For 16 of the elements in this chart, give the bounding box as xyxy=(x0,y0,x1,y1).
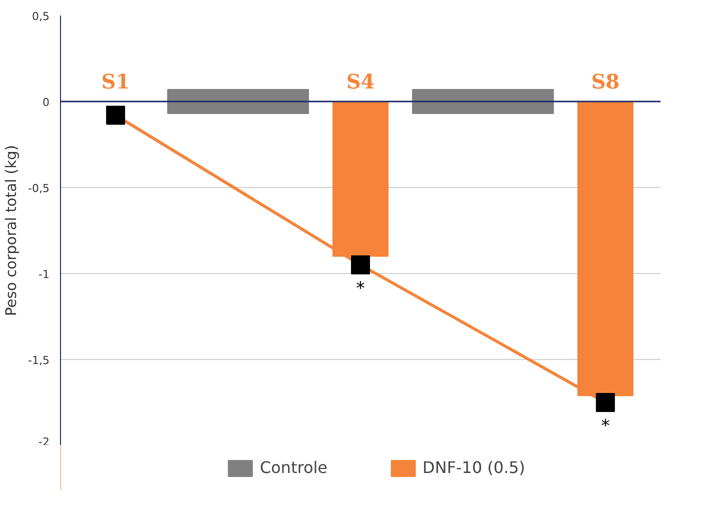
point xyxy=(106,106,126,125)
legend-label: Controle xyxy=(260,458,328,477)
y-tick-label: -0,5 xyxy=(28,182,50,195)
y-axis-title: Peso corporal total (kg) xyxy=(3,144,20,316)
x-tick-label: S4 xyxy=(346,70,375,94)
y-tick-label: -1,5 xyxy=(28,354,50,367)
annotation: * xyxy=(601,416,610,436)
point xyxy=(351,255,370,274)
y-tick-label: -1 xyxy=(38,268,50,281)
legend-label: DNF-10 (0.5) xyxy=(422,458,526,477)
annotation: * xyxy=(356,278,366,299)
x-tick-label: S8 xyxy=(591,70,620,94)
y-tick-label: 0 xyxy=(42,96,50,109)
point xyxy=(596,393,615,412)
x-tick-label: S1 xyxy=(101,70,130,94)
y-tick-label: 0,5 xyxy=(32,10,50,23)
